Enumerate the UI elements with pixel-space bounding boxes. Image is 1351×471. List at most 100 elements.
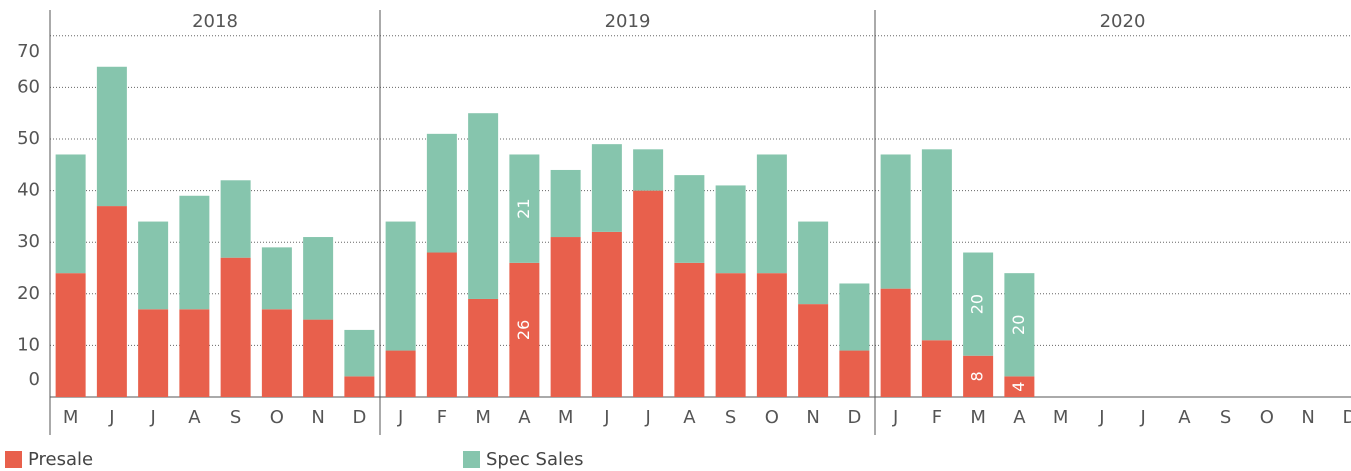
bar-segment — [880, 288, 911, 397]
bar-segment — [921, 340, 952, 397]
y-tick-label: 0 — [29, 369, 40, 390]
panel-title: 2018 — [192, 11, 238, 32]
y-tick-label: 70 — [17, 41, 40, 62]
bar-segment — [756, 154, 787, 274]
x-tick-label: M — [558, 407, 574, 428]
x-tick-label: J — [1139, 407, 1145, 428]
bar-segment — [839, 283, 870, 351]
bar-segment — [509, 262, 540, 397]
x-tick-label: D — [1342, 407, 1351, 428]
y-tick-label: 20 — [17, 283, 40, 304]
bar-segment — [1004, 273, 1035, 377]
x-tick-label: A — [683, 407, 696, 428]
bar-segment — [179, 309, 210, 397]
x-tick-label: M — [63, 407, 79, 428]
bar-segment — [55, 273, 86, 397]
value-label: 20 — [968, 294, 987, 314]
x-tick-label: N — [806, 407, 819, 428]
bar-segment — [96, 66, 127, 207]
y-tick-label: 50 — [17, 128, 40, 149]
bar-segment — [96, 206, 127, 397]
bar-segment — [220, 257, 251, 397]
x-tick-label: J — [603, 407, 609, 428]
x-tick-label: A — [1013, 407, 1026, 428]
x-tick-label: J — [892, 407, 898, 428]
bar-segment — [385, 221, 416, 351]
x-tick-label: J — [108, 407, 114, 428]
x-tick-label: F — [437, 407, 447, 428]
bar-segment — [344, 329, 375, 377]
bar-segment — [921, 149, 952, 341]
legend-swatch — [5, 451, 22, 468]
bar-segment — [674, 262, 705, 397]
bar-segment — [261, 247, 292, 310]
bar-segment — [839, 350, 870, 397]
bar-segment — [426, 252, 457, 397]
x-tick-label: F — [932, 407, 942, 428]
x-tick-label: N — [311, 407, 324, 428]
bar-segment — [303, 237, 334, 320]
panel-title: 2020 — [1100, 11, 1146, 32]
x-tick-label: A — [1178, 407, 1191, 428]
x-tick-label: J — [397, 407, 403, 428]
bar-segment — [468, 298, 499, 397]
value-label: 26 — [514, 320, 533, 340]
y-tick-label: 40 — [17, 180, 40, 201]
x-tick-label: J — [149, 407, 155, 428]
bar-segment — [591, 231, 622, 397]
value-label: 21 — [514, 198, 533, 218]
x-tick-label: J — [644, 407, 650, 428]
y-tick-label: 60 — [17, 76, 40, 97]
bar-segment — [633, 190, 664, 397]
bar-segment — [963, 252, 994, 356]
bar-segment — [550, 169, 581, 238]
x-tick-label: S — [725, 407, 736, 428]
bar-segment — [509, 154, 540, 263]
legend-label: Presale — [28, 449, 93, 470]
bar-segment — [385, 350, 416, 397]
x-tick-label: M — [970, 407, 986, 428]
bar-segment — [715, 273, 746, 397]
bar-segment — [1004, 376, 1035, 397]
value-label: 8 — [968, 371, 987, 381]
bar-segment — [591, 144, 622, 232]
bar-segment — [344, 376, 375, 397]
bar-segment — [303, 319, 334, 397]
value-label: 4 — [1009, 382, 1028, 392]
x-tick-label: S — [230, 407, 241, 428]
bar-segment — [138, 309, 169, 397]
bar-segment — [179, 195, 210, 310]
bar-segment — [138, 221, 169, 310]
x-tick-label: O — [1260, 407, 1274, 428]
x-tick-label: M — [1053, 407, 1069, 428]
bar-segment — [633, 149, 664, 191]
x-tick-label: J — [1098, 407, 1104, 428]
x-tick-label: D — [352, 407, 366, 428]
bar-segment — [674, 175, 705, 263]
x-tick-label: A — [518, 407, 531, 428]
bar-segment — [798, 304, 829, 397]
bar-segment — [220, 180, 251, 258]
x-tick-label: M — [475, 407, 491, 428]
bar-segment — [963, 355, 994, 397]
x-tick-label: A — [188, 407, 201, 428]
bar-segment — [880, 154, 911, 289]
x-tick-label: D — [847, 407, 861, 428]
panel-title: 2019 — [605, 11, 651, 32]
bar-segment — [261, 309, 292, 397]
legend-label: Spec Sales — [486, 449, 583, 470]
bar-segment — [55, 154, 86, 274]
y-tick-label: 30 — [17, 231, 40, 252]
bar-segment — [798, 221, 829, 305]
bar-segment — [550, 237, 581, 397]
value-label: 20 — [1009, 315, 1028, 335]
bar-segment — [468, 113, 499, 299]
x-tick-label: O — [765, 407, 779, 428]
x-tick-label: S — [1220, 407, 1231, 428]
x-tick-label: N — [1301, 407, 1314, 428]
legend-swatch — [463, 451, 480, 468]
y-tick-label: 10 — [17, 334, 40, 355]
bar-segment — [426, 133, 457, 253]
x-tick-label: O — [270, 407, 284, 428]
